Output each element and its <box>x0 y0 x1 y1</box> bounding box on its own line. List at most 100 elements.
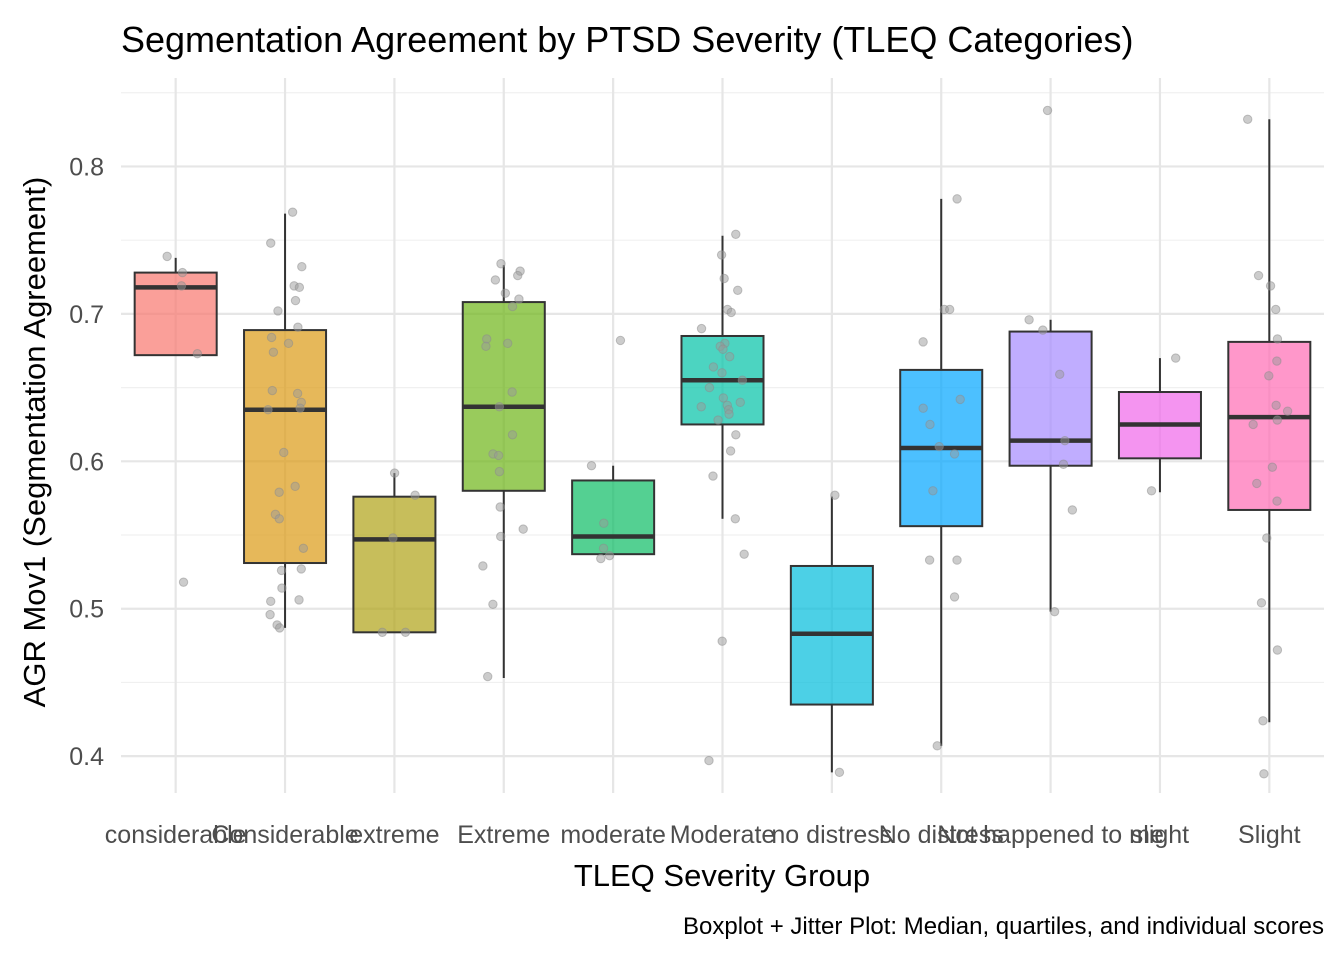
box-slight <box>1117 358 1202 493</box>
data-point <box>718 344 728 354</box>
data-point <box>1253 270 1264 281</box>
iqr-box <box>571 479 656 556</box>
data-point <box>724 409 734 419</box>
box-extreme <box>461 265 546 679</box>
data-point <box>1146 486 1157 496</box>
box-considerable <box>243 213 328 628</box>
data-point <box>1267 462 1278 472</box>
data-point <box>1272 356 1282 366</box>
data-point <box>290 295 301 306</box>
data-point <box>708 362 719 372</box>
data-point <box>716 250 727 260</box>
data-point <box>615 335 626 346</box>
data-point <box>295 403 305 413</box>
iqr-box <box>243 329 328 565</box>
box-slight <box>1227 119 1312 723</box>
data-point <box>704 755 714 766</box>
data-point <box>496 531 506 542</box>
data-point <box>298 543 309 553</box>
data-point <box>696 323 707 334</box>
data-point <box>276 565 287 576</box>
data-point <box>1060 435 1070 446</box>
iqr-box <box>133 271 218 357</box>
box-extreme <box>352 473 437 634</box>
data-point <box>507 301 518 312</box>
data-point <box>292 388 303 399</box>
data-point <box>944 304 955 315</box>
data-point <box>274 514 284 524</box>
data-point <box>1262 533 1272 543</box>
data-point <box>490 275 501 285</box>
data-point <box>596 553 606 564</box>
data-point <box>481 341 491 352</box>
data-point <box>162 251 172 262</box>
data-point <box>293 322 303 332</box>
x-tick-label: slight <box>1131 821 1189 849</box>
data-point <box>724 351 735 362</box>
box-considerable <box>133 257 218 357</box>
data-point <box>928 486 938 496</box>
data-point <box>263 405 273 415</box>
y-axis-ticks: 0.4 0.5 0.6 0.7 0.8 <box>69 153 104 771</box>
data-point <box>586 461 597 471</box>
data-point <box>296 564 306 574</box>
data-point <box>494 402 505 412</box>
iqr-box <box>1227 340 1312 511</box>
data-point <box>1256 598 1267 608</box>
data-point <box>1271 304 1281 315</box>
y-axis-title: AGR Mov1 (Segmentation Agreement) <box>17 177 52 708</box>
data-point <box>279 447 289 458</box>
data-point <box>1170 353 1181 363</box>
data-point <box>388 533 398 543</box>
data-point <box>290 481 300 492</box>
data-point <box>725 446 736 456</box>
data-point <box>483 671 493 682</box>
data-point <box>267 385 278 396</box>
data-point <box>287 207 298 217</box>
jitter-points <box>162 105 1293 779</box>
data-point <box>1272 415 1282 425</box>
data-point <box>1271 400 1281 410</box>
data-point <box>496 259 506 269</box>
data-point <box>731 430 741 440</box>
x-tick-label: Slight <box>1238 821 1301 849</box>
box-not-happened-to-me <box>1008 319 1093 612</box>
y-tick-label: 0.6 <box>69 448 104 476</box>
data-point <box>1272 334 1283 344</box>
data-point <box>1038 325 1048 335</box>
data-point <box>494 466 505 477</box>
data-point <box>1067 505 1078 515</box>
data-point <box>377 627 388 638</box>
data-point <box>739 549 749 559</box>
data-point <box>297 262 307 272</box>
data-point <box>514 294 524 304</box>
data-point <box>192 348 203 359</box>
data-point <box>1264 371 1274 381</box>
data-point <box>918 403 928 413</box>
x-tick-label: Moderate <box>670 821 776 849</box>
x-tick-label: Not happened to me <box>937 821 1164 849</box>
x-tick-label: No distress <box>879 821 1004 849</box>
data-point <box>599 518 609 528</box>
data-point <box>266 596 276 607</box>
data-point <box>266 332 277 343</box>
data-point <box>598 543 609 553</box>
data-point <box>1242 114 1253 124</box>
data-point <box>713 415 723 425</box>
data-point <box>932 741 942 751</box>
data-point <box>717 636 727 646</box>
data-point <box>274 623 285 633</box>
data-point <box>925 419 935 430</box>
data-point <box>731 229 741 239</box>
data-point <box>177 267 188 278</box>
x-axis-title: TLEQ Severity Group <box>574 858 870 893</box>
data-point <box>1024 315 1034 325</box>
boxplots <box>133 119 1312 773</box>
data-point <box>268 347 279 357</box>
box-moderate <box>680 235 765 519</box>
data-point <box>266 238 276 248</box>
data-point <box>830 490 840 500</box>
data-point <box>176 281 187 291</box>
